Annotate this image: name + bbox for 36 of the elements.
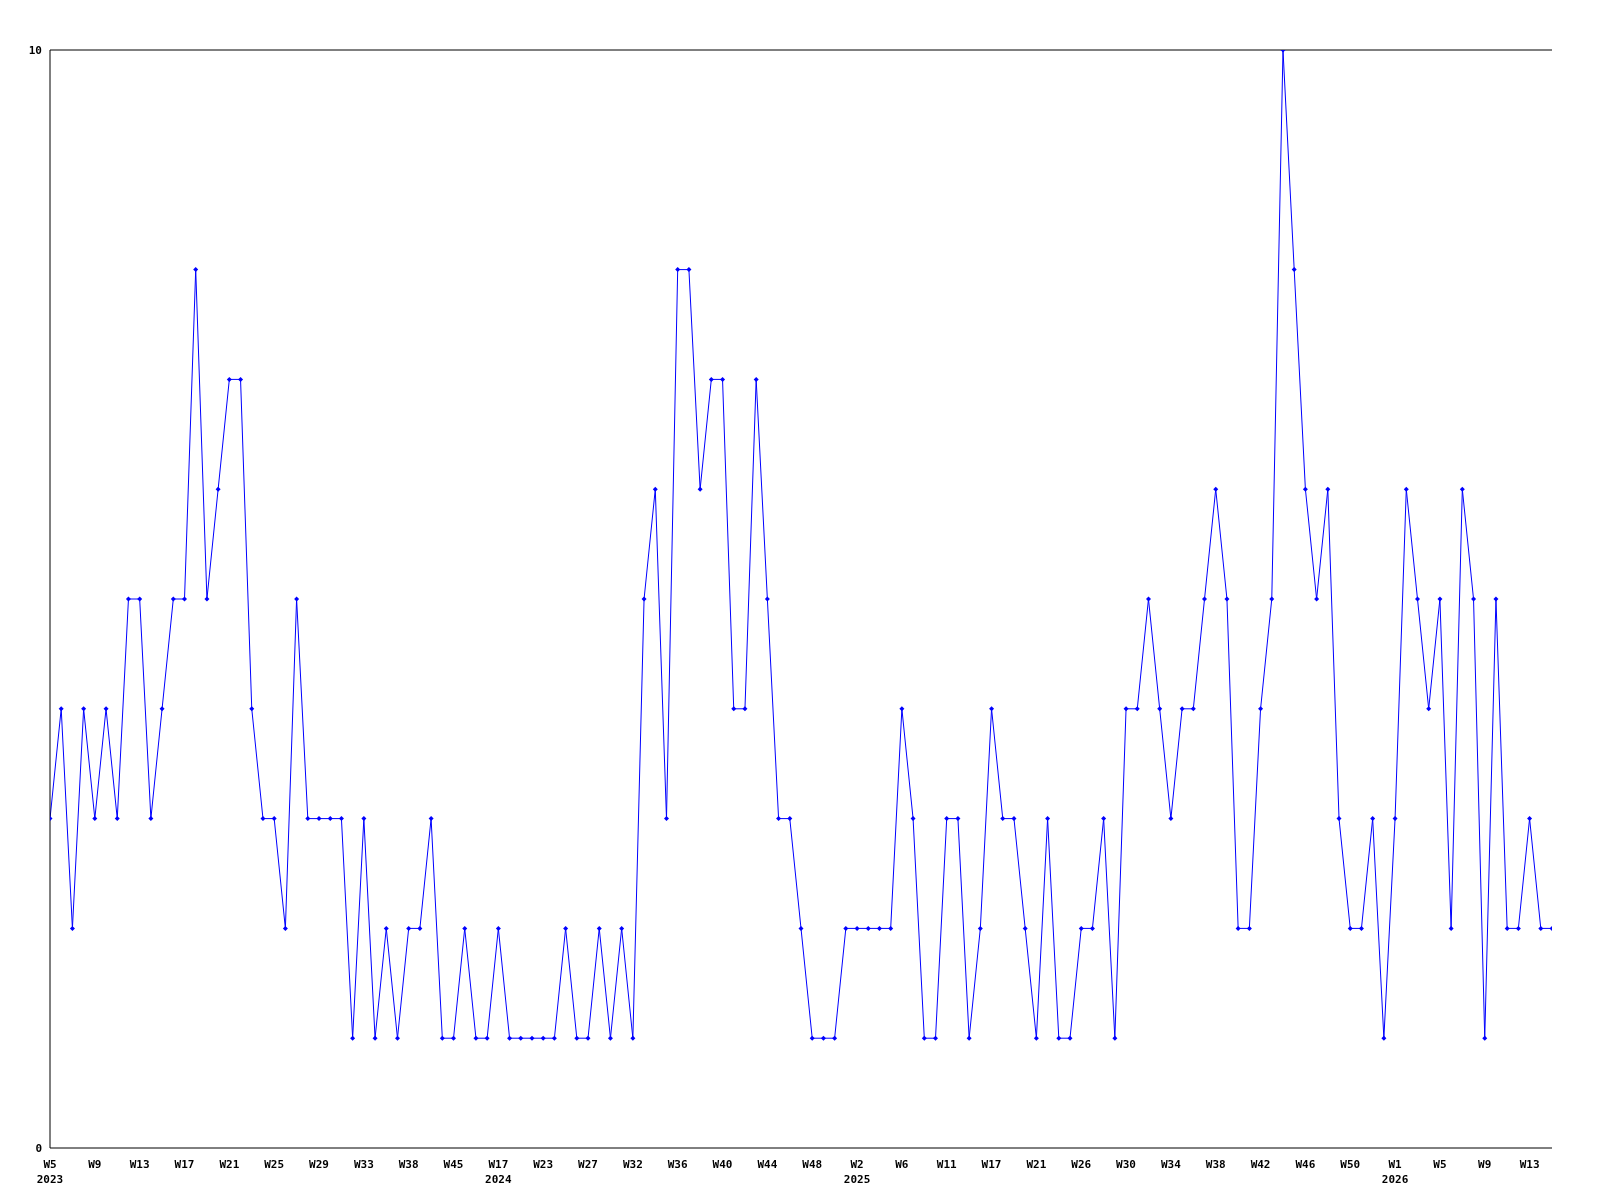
x-tick-label: W34 bbox=[1160, 1158, 1182, 1171]
y-tick-label: 10 bbox=[28, 43, 42, 57]
x-tick-label: W1 2026 bbox=[1381, 1158, 1409, 1186]
x-tick-label: W13 bbox=[129, 1158, 150, 1171]
x-tick-label: W38 bbox=[1205, 1158, 1226, 1171]
x-tick-label: W36 bbox=[667, 1158, 689, 1171]
x-tick-label: W17 bbox=[174, 1158, 195, 1171]
x-tick-label: W38 bbox=[398, 1158, 419, 1171]
x-tick-label: W21 bbox=[1026, 1158, 1047, 1171]
y-tick-label: 0 bbox=[35, 1141, 42, 1155]
x-tick-label: W30 bbox=[1116, 1158, 1136, 1171]
x-tick-label: W6 bbox=[895, 1158, 909, 1171]
x-tick-label: W46 bbox=[1295, 1158, 1316, 1171]
x-tick-label: W17 bbox=[981, 1158, 1002, 1171]
x-tick-label: W21 bbox=[219, 1158, 240, 1171]
x-tick-label: W23 bbox=[533, 1158, 554, 1171]
x-tick-label: W32 bbox=[622, 1158, 643, 1171]
x-tick-label: W2 2025 bbox=[843, 1158, 871, 1186]
x-tick-label: W9 bbox=[1478, 1158, 1492, 1171]
x-tick-label: W48 bbox=[802, 1158, 823, 1171]
x-tick-label: W42 bbox=[1250, 1158, 1271, 1171]
x-tick-label: W9 bbox=[88, 1158, 102, 1171]
x-tick-label: W11 bbox=[936, 1158, 958, 1171]
x-tick-label: W13 bbox=[1519, 1158, 1540, 1171]
x-tick-label: W5 bbox=[1433, 1158, 1447, 1171]
x-tick-label: W26 bbox=[1071, 1158, 1092, 1171]
x-tick-label: W5 2023 bbox=[36, 1158, 64, 1186]
x-tick-label: W44 bbox=[757, 1158, 778, 1171]
x-tick-label: W25 bbox=[264, 1158, 285, 1171]
x-tick-label: W33 bbox=[353, 1158, 374, 1171]
x-tick-label: W45 bbox=[443, 1158, 464, 1171]
x-tick-label: W27 bbox=[578, 1158, 598, 1171]
x-tick-label: W50 bbox=[1340, 1158, 1361, 1171]
x-tick-label: W17 2024 bbox=[485, 1158, 512, 1186]
x-tick-label: W29 bbox=[309, 1158, 329, 1171]
x-tick-label: W40 bbox=[712, 1158, 733, 1171]
